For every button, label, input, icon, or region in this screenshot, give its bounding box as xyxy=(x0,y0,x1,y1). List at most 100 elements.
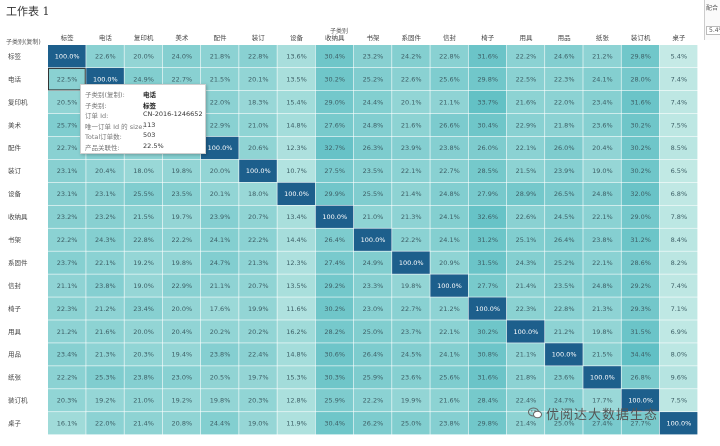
heatmap-cell[interactable] xyxy=(392,320,430,343)
heatmap-cell[interactable] xyxy=(315,90,354,114)
heatmap-cell[interactable] xyxy=(162,366,201,389)
heatmap-cell[interactable] xyxy=(659,366,698,389)
heatmap-cell[interactable] xyxy=(200,205,239,228)
heatmap-cell[interactable] xyxy=(353,389,392,412)
heatmap-cell[interactable] xyxy=(392,67,430,91)
heatmap-cell[interactable] xyxy=(583,205,621,228)
heatmap-cell[interactable] xyxy=(277,366,316,389)
heatmap-cell[interactable] xyxy=(353,45,392,68)
heatmap-cell[interactable] xyxy=(621,113,660,137)
heatmap-cell[interactable] xyxy=(583,366,621,389)
heatmap-cell[interactable] xyxy=(162,182,201,205)
heatmap-cell[interactable] xyxy=(48,113,86,137)
heatmap-cell[interactable] xyxy=(621,251,660,274)
heatmap-cell[interactable] xyxy=(468,251,507,274)
heatmap-cell[interactable] xyxy=(277,343,316,366)
heatmap-cell[interactable] xyxy=(239,90,277,114)
heatmap-cell[interactable] xyxy=(200,90,239,114)
heatmap-cell[interactable] xyxy=(621,412,660,435)
heatmap-cell[interactable] xyxy=(583,90,621,114)
heatmap-cell[interactable] xyxy=(545,251,583,274)
heatmap-cell[interactable] xyxy=(353,412,392,435)
heatmap-cell[interactable] xyxy=(583,182,621,205)
heatmap-cell[interactable] xyxy=(545,45,583,68)
heatmap-cell[interactable] xyxy=(48,251,86,274)
heatmap-cell[interactable] xyxy=(430,159,468,183)
heatmap-cell[interactable] xyxy=(621,67,660,91)
heatmap-cell[interactable] xyxy=(315,67,354,91)
heatmap-cell[interactable] xyxy=(277,251,316,274)
heatmap-cell[interactable] xyxy=(353,113,392,137)
heatmap-cell[interactable] xyxy=(621,389,660,412)
heatmap-cell[interactable] xyxy=(162,159,201,183)
heatmap-cell[interactable] xyxy=(545,274,583,297)
heatmap-cell[interactable] xyxy=(545,205,583,228)
heatmap-cell[interactable] xyxy=(506,136,545,160)
heatmap-cell[interactable] xyxy=(315,228,354,251)
heatmap-cell[interactable] xyxy=(659,297,698,320)
heatmap-cell[interactable] xyxy=(468,297,507,320)
heatmap-cell[interactable] xyxy=(315,159,354,183)
heatmap-cell[interactable] xyxy=(659,113,698,137)
heatmap-cell[interactable] xyxy=(239,136,277,160)
heatmap-cell[interactable] xyxy=(86,343,124,366)
heatmap-cell[interactable] xyxy=(124,389,163,412)
heatmap-cell[interactable] xyxy=(353,297,392,320)
heatmap-cell[interactable] xyxy=(277,182,316,205)
heatmap-cell[interactable] xyxy=(353,343,392,366)
heatmap-cell[interactable] xyxy=(239,251,277,274)
heatmap-cell[interactable] xyxy=(200,274,239,297)
heatmap-cell[interactable] xyxy=(392,412,430,435)
heatmap-cell[interactable] xyxy=(162,45,201,68)
heatmap-cell[interactable] xyxy=(124,45,163,68)
heatmap-cell[interactable] xyxy=(200,320,239,343)
heatmap-cell[interactable] xyxy=(124,274,163,297)
heatmap-cell[interactable] xyxy=(468,182,507,205)
heatmap-cell[interactable] xyxy=(315,205,354,228)
heatmap-cell[interactable] xyxy=(392,366,430,389)
heatmap-cell[interactable] xyxy=(86,45,124,68)
heatmap-cell[interactable] xyxy=(124,343,163,366)
heatmap-cell[interactable] xyxy=(124,228,163,251)
heatmap-cell[interactable] xyxy=(659,182,698,205)
heatmap-cell[interactable] xyxy=(621,366,660,389)
heatmap-cell[interactable] xyxy=(583,343,621,366)
heatmap-cell[interactable] xyxy=(48,45,86,68)
heatmap-cell[interactable] xyxy=(468,45,507,68)
heatmap-cell[interactable] xyxy=(315,274,354,297)
heatmap-cell[interactable] xyxy=(506,366,545,389)
heatmap-cell[interactable] xyxy=(239,205,277,228)
heatmap-cell[interactable] xyxy=(353,67,392,91)
heatmap-cell[interactable] xyxy=(583,228,621,251)
heatmap-cell[interactable] xyxy=(315,45,354,68)
heatmap-cell[interactable] xyxy=(86,366,124,389)
heatmap-cell[interactable] xyxy=(277,228,316,251)
heatmap-cell[interactable] xyxy=(162,320,201,343)
heatmap-cell[interactable] xyxy=(48,274,86,297)
heatmap-cell[interactable] xyxy=(353,136,392,160)
heatmap-cell[interactable] xyxy=(545,159,583,183)
heatmap-cell[interactable] xyxy=(621,228,660,251)
heatmap-cell[interactable] xyxy=(200,67,239,91)
heatmap-cell[interactable] xyxy=(200,389,239,412)
heatmap-cell[interactable] xyxy=(239,343,277,366)
heatmap-cell[interactable] xyxy=(162,251,201,274)
heatmap-cell[interactable] xyxy=(48,182,86,205)
heatmap-cell[interactable] xyxy=(392,113,430,137)
heatmap-cell[interactable] xyxy=(239,228,277,251)
heatmap-cell[interactable] xyxy=(621,205,660,228)
heatmap-cell[interactable] xyxy=(583,251,621,274)
heatmap-cell[interactable] xyxy=(392,136,430,160)
heatmap-cell[interactable] xyxy=(200,159,239,183)
heatmap-cell[interactable] xyxy=(583,136,621,160)
heatmap-cell[interactable] xyxy=(468,90,507,114)
heatmap-cell[interactable] xyxy=(48,320,86,343)
heatmap-cell[interactable] xyxy=(239,297,277,320)
heatmap-cell[interactable] xyxy=(506,113,545,137)
heatmap-cell[interactable] xyxy=(506,228,545,251)
heatmap-cell[interactable] xyxy=(506,343,545,366)
heatmap-cell[interactable] xyxy=(277,159,316,183)
heatmap-cell[interactable] xyxy=(277,297,316,320)
heatmap-cell[interactable] xyxy=(621,136,660,160)
heatmap-cell[interactable] xyxy=(353,90,392,114)
